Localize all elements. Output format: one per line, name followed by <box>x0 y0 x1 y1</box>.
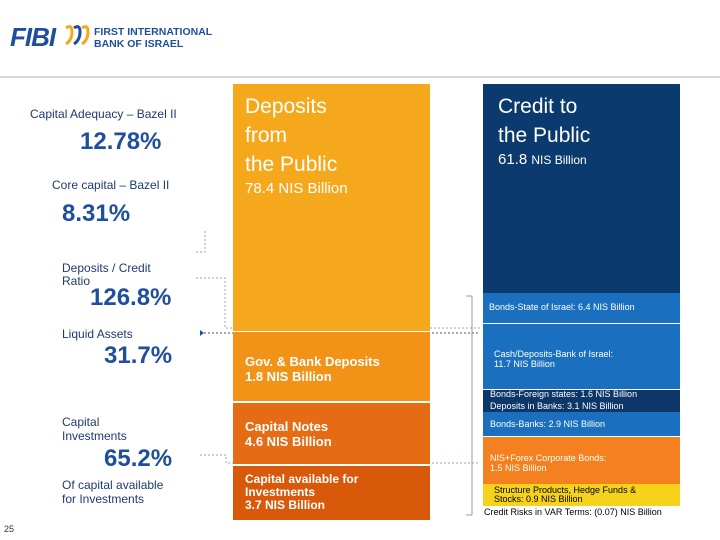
liquid-assets-value: 31.7% <box>104 342 173 369</box>
logo-mark-icon <box>65 25 90 46</box>
bank-name-line2: BANK OF ISRAEL <box>94 38 184 50</box>
structure-products-text: Structure Products, Hedge Funds & Stocks… <box>494 486 636 504</box>
structure-products-line2: Stocks: 0.9 NIS Billion <box>494 494 583 504</box>
credit-amount-unit: NIS Billion <box>531 153 587 167</box>
bonds-foreign-block <box>483 390 680 401</box>
credit-title-line2: the Public <box>498 124 591 147</box>
credit-main-block <box>483 84 680 293</box>
gov-bank-deposits-line1: Gov. & Bank Deposits <box>245 354 380 369</box>
page-number: 25 <box>4 524 15 534</box>
capital-available-label-line1: Of capital available <box>62 478 164 492</box>
cash-deposits-block <box>483 324 680 389</box>
nis-forex-line1: NIS+Forex Corporate Bonds: <box>490 453 607 463</box>
nis-forex-block <box>483 437 680 484</box>
capital-adequacy-label: Capital Adequacy – Bazel II <box>30 107 177 121</box>
cash-deposits-line2: 11.7 NIS Billion <box>494 359 555 369</box>
credit-amount: 61.8 NIS Billion <box>498 151 587 168</box>
credit-title-line1: Credit to <box>498 95 578 118</box>
cash-deposits-line1: Cash/Deposits-Bank of Israel: <box>494 349 614 359</box>
var-risk-block <box>483 506 680 516</box>
capital-investments-label-line1: Capital <box>62 415 100 429</box>
header-divider <box>0 76 720 78</box>
deposits-title-line3: the Public <box>245 153 338 176</box>
deposits-in-banks-text: Deposits in Banks: 3.1 NIS Billion <box>490 401 624 411</box>
bank-name-line1: FIRST INTERNATIONAL <box>94 26 213 38</box>
capital-available-line1: Capital available for <box>245 472 359 486</box>
capital-available-line2: Investments <box>245 485 316 499</box>
deposits-credit-ratio-label: Deposits / Credit Ratio <box>62 262 151 288</box>
deposits-amount: 78.4 NIS Billion <box>245 180 348 197</box>
deposits-credit-ratio-label-line2: Ratio <box>62 274 91 288</box>
capital-available-text: Capital available for Investments 3.7 NI… <box>245 473 358 512</box>
capital-investments-value: 65.2% <box>104 445 173 472</box>
capital-investments-label-line2: Investments <box>62 429 127 443</box>
capital-available-block <box>233 466 430 520</box>
var-risk-text: Credit Risks in VAR Terms: (0.07) NIS Bi… <box>484 507 662 517</box>
structure-products-line1: Structure Products, Hedge Funds & <box>494 485 637 495</box>
gov-bank-deposits-block <box>233 332 430 401</box>
deposits-credit-ratio-label-line1: Deposits / Credit <box>62 261 151 275</box>
deposits-main-block <box>233 84 430 331</box>
logo-text: FIBI <box>10 22 56 52</box>
capital-notes-line2: 4.6 NIS Billion <box>245 434 332 449</box>
capital-notes-text: Capital Notes 4.6 NIS Billion <box>245 419 332 449</box>
bonds-banks-text: Bonds-Banks: 2.9 NIS Billion <box>490 419 606 429</box>
capital-adequacy-value: 12.78% <box>80 128 162 155</box>
capital-available-line3: 3.7 NIS Billion <box>245 498 326 512</box>
header <box>0 0 720 78</box>
core-capital-value: 8.31% <box>62 200 131 227</box>
credit-title: Credit to the Public <box>498 92 590 150</box>
capital-notes-block <box>233 403 430 464</box>
deposits-credit-ratio-value: 126.8% <box>90 284 172 311</box>
capital-available-label: Of capital available for Investments <box>62 478 163 506</box>
nis-forex-line2: 1.5 NIS Billion <box>490 463 547 473</box>
deposits-title-line2: from <box>245 124 287 147</box>
capital-investments-label: Capital Investments <box>62 415 127 443</box>
gov-bank-deposits-line2: 1.8 NIS Billion <box>245 369 332 384</box>
core-capital-label: Core capital – Bazel II <box>52 178 170 192</box>
deposits-title: Deposits from the Public <box>245 92 337 179</box>
gov-bank-deposits-text: Gov. & Bank Deposits 1.8 NIS Billion <box>245 354 380 384</box>
nis-forex-text: NIS+Forex Corporate Bonds: 1.5 NIS Billi… <box>490 453 606 473</box>
capital-available-label-line2: for Investments <box>62 492 145 506</box>
bonds-state-block <box>483 293 680 323</box>
structure-products-block <box>483 484 680 506</box>
bonds-banks-block <box>483 412 680 436</box>
liquid-assets-label: Liquid Assets <box>62 327 133 341</box>
capital-notes-line1: Capital Notes <box>245 419 329 434</box>
cash-deposits-text: Cash/Deposits-Bank of Israel: 11.7 NIS B… <box>494 349 613 369</box>
deposits-title-line1: Deposits <box>245 95 327 118</box>
deposits-in-banks-block <box>483 401 680 412</box>
credit-amount-value: 61.8 <box>498 151 528 168</box>
bonds-state-text: Bonds-State of Israel: 6.4 NIS Billion <box>489 302 635 312</box>
bonds-foreign-text: Bonds-Foreign states: 1.6 NIS Billion <box>490 389 638 399</box>
